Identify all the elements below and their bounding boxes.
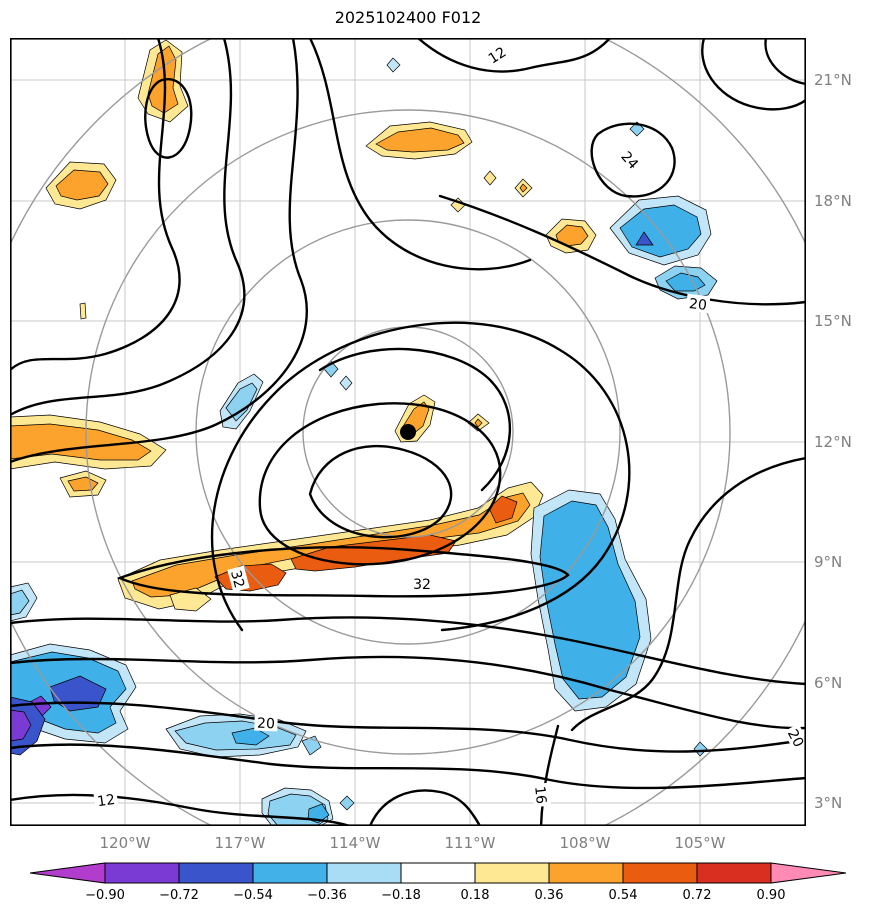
colorbar-tick-label: 0.18 bbox=[460, 888, 490, 903]
svg-text:12: 12 bbox=[96, 792, 116, 810]
contour-label-group: 12 24 20 32 32 20 12 16 20 bbox=[93, 41, 810, 810]
colorbar bbox=[29, 862, 847, 884]
colorbar-tick-label: −0.54 bbox=[233, 888, 273, 903]
x-tick-label: 120°W bbox=[99, 834, 151, 852]
svg-text:20: 20 bbox=[257, 716, 275, 733]
svg-text:24: 24 bbox=[617, 149, 641, 173]
colorbar-segment bbox=[474, 862, 550, 884]
colorbar-svg bbox=[29, 862, 847, 884]
colorbar-tick-label: 0.54 bbox=[608, 888, 638, 903]
y-tick-label: 9°N bbox=[814, 553, 843, 571]
colorbar-tick-label: 0.72 bbox=[682, 888, 712, 903]
svg-text:32: 32 bbox=[227, 569, 247, 590]
y-tick-label: 12°N bbox=[814, 433, 852, 451]
colorbar-segment bbox=[622, 862, 698, 884]
y-axis-labels: 21°N 18°N 15°N 12°N 9°N 6°N 3°N bbox=[814, 38, 872, 826]
y-tick-label: 18°N bbox=[814, 192, 852, 210]
colorbar-segment bbox=[178, 862, 254, 884]
colorbar-segment bbox=[326, 862, 402, 884]
x-tick-label: 111°W bbox=[444, 834, 496, 852]
y-tick-label: 15°N bbox=[814, 312, 852, 330]
contour-label: 32 bbox=[227, 565, 250, 593]
y-tick-label: 3°N bbox=[814, 794, 843, 812]
colorbar-segment bbox=[696, 862, 772, 884]
contour-label: 20 bbox=[783, 723, 810, 752]
colorbar-tick-label: 0.90 bbox=[756, 888, 786, 903]
gridlines bbox=[10, 38, 806, 826]
colorbar-segment bbox=[770, 862, 847, 884]
colorbar-segment bbox=[29, 862, 106, 884]
colorbar-tick-label: 0.36 bbox=[534, 888, 564, 903]
colorbar-tick-label: −0.90 bbox=[85, 888, 125, 903]
x-tick-label: 117°W bbox=[214, 834, 266, 852]
colorbar-segment bbox=[548, 862, 624, 884]
colorbar-tick-label: −0.72 bbox=[159, 888, 199, 903]
contour-label: 12 bbox=[482, 41, 511, 68]
contour-label: 32 bbox=[410, 575, 434, 593]
plot-border bbox=[10, 38, 807, 827]
x-axis-labels: 120°W 117°W 114°W 111°W 108°W 105°W bbox=[10, 834, 806, 856]
filled-anomaly-patches bbox=[9, 39, 718, 827]
svg-text:20: 20 bbox=[784, 727, 806, 750]
colorbar-segment bbox=[104, 862, 180, 884]
colorbar-tick-label: −0.18 bbox=[381, 888, 421, 903]
y-tick-label: 21°N bbox=[814, 71, 852, 89]
y-tick-label: 6°N bbox=[814, 674, 843, 692]
chart-title: 2025102400 F012 bbox=[334, 8, 482, 27]
x-tick-label: 108°W bbox=[559, 834, 611, 852]
contour-label: 20 bbox=[685, 293, 711, 314]
svg-text:32: 32 bbox=[413, 577, 431, 593]
colorbar-segment bbox=[252, 862, 328, 884]
contour-label: 20 bbox=[254, 713, 278, 733]
colorbar-segment bbox=[400, 862, 476, 884]
x-tick-label: 114°W bbox=[329, 834, 381, 852]
contour-lines bbox=[8, 36, 808, 828]
colorbar-tick-label: −0.36 bbox=[307, 888, 347, 903]
contour-label: 24 bbox=[616, 145, 645, 174]
map-svg: 12 24 20 32 32 20 12 16 20 bbox=[0, 0, 849, 873]
contour-label: 16 bbox=[531, 782, 552, 808]
map-plot: 12 24 20 32 32 20 12 16 20 bbox=[0, 0, 849, 873]
svg-text:16: 16 bbox=[531, 785, 549, 804]
svg-text:20: 20 bbox=[688, 296, 707, 314]
x-tick-label: 105°W bbox=[674, 834, 726, 852]
colorbar-tick-labels: −0.90 −0.72 −0.54 −0.36 −0.18 0.18 0.36 0.54 0.7… bbox=[30, 888, 846, 906]
storm-center-marker bbox=[400, 424, 416, 440]
contour-label: 12 bbox=[93, 789, 119, 810]
